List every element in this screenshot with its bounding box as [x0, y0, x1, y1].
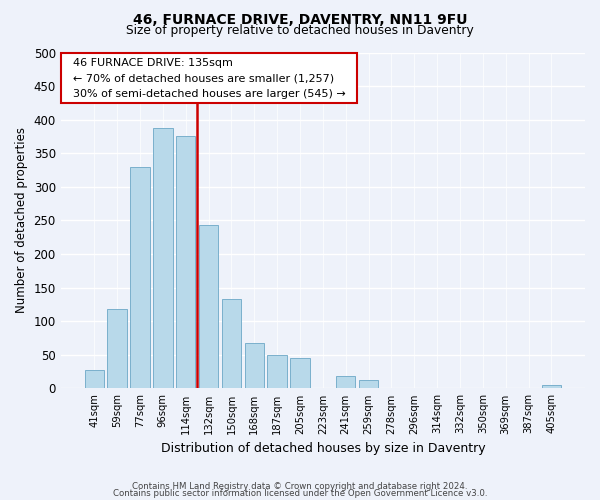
Text: Size of property relative to detached houses in Daventry: Size of property relative to detached ho…: [126, 24, 474, 37]
Y-axis label: Number of detached properties: Number of detached properties: [15, 128, 28, 314]
Bar: [359, 380, 378, 388]
Text: 46 FURNACE DRIVE: 135sqm  
  ← 70% of detached houses are smaller (1,257)  
  30: 46 FURNACE DRIVE: 135sqm ← 70% of detach…: [66, 58, 353, 98]
Bar: [542, 385, 561, 388]
Text: Contains HM Land Registry data © Crown copyright and database right 2024.: Contains HM Land Registry data © Crown c…: [132, 482, 468, 491]
Bar: [85, 370, 104, 388]
Bar: [221, 299, 241, 388]
Bar: [107, 309, 127, 388]
Text: Contains public sector information licensed under the Open Government Licence v3: Contains public sector information licen…: [113, 489, 487, 498]
Bar: [199, 225, 218, 388]
Bar: [336, 376, 355, 388]
Bar: [268, 355, 287, 388]
Bar: [130, 166, 149, 388]
Bar: [290, 358, 310, 388]
Bar: [153, 128, 173, 388]
Text: 46, FURNACE DRIVE, DAVENTRY, NN11 9FU: 46, FURNACE DRIVE, DAVENTRY, NN11 9FU: [133, 12, 467, 26]
X-axis label: Distribution of detached houses by size in Daventry: Distribution of detached houses by size …: [161, 442, 485, 455]
Bar: [245, 342, 264, 388]
Bar: [176, 136, 196, 388]
